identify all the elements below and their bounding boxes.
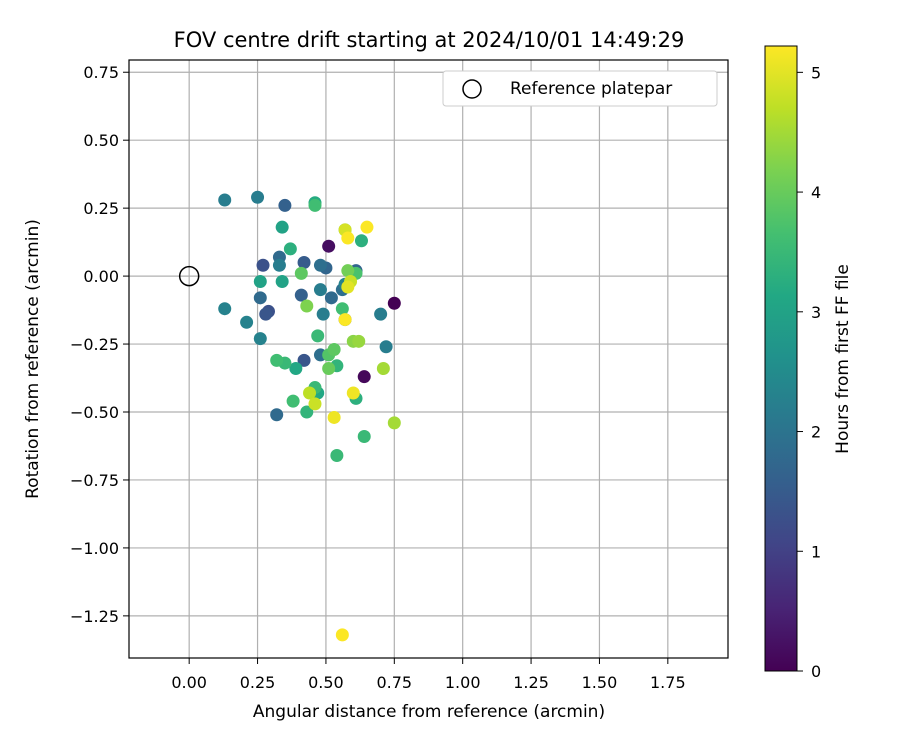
- data-point: [308, 397, 322, 411]
- data-point: [338, 313, 352, 327]
- x-tick-label: 0.75: [376, 673, 412, 692]
- colorbar-label: Hours from first FF file: [833, 264, 853, 454]
- y-tick-label: −0.25: [70, 335, 119, 354]
- data-point: [253, 332, 267, 346]
- data-point: [316, 307, 330, 321]
- data-point: [294, 266, 308, 280]
- x-tick-label: 1.25: [513, 673, 549, 692]
- x-tick-label: 1.50: [582, 673, 618, 692]
- data-point: [341, 264, 355, 278]
- reference-marker: [178, 265, 200, 287]
- data-point: [275, 275, 289, 289]
- data-point: [387, 296, 401, 310]
- data-point: [346, 386, 360, 400]
- x-tick-label: 0.00: [171, 673, 207, 692]
- y-tick-label: −0.75: [70, 471, 119, 490]
- data-point: [376, 362, 390, 376]
- x-tick-label: 0.50: [308, 673, 344, 692]
- data-point: [313, 258, 327, 272]
- colorbar-tick-label: 4: [811, 183, 821, 202]
- y-axis-ticks: 0.75 0.50 0.25 0.00 −0.25 −0.50 −0.75 −1.00 −1.2…: [70, 63, 129, 626]
- colorbar-tick-label: 3: [811, 303, 821, 322]
- colorbar-tick-label: 2: [811, 423, 821, 442]
- y-tick-label: −1.00: [70, 539, 119, 558]
- data-point: [256, 258, 270, 272]
- data-point: [270, 408, 284, 422]
- data-point: [297, 353, 311, 367]
- data-point: [322, 362, 336, 376]
- y-tick-label: 0.75: [83, 63, 119, 82]
- data-point: [335, 628, 349, 642]
- data-point: [324, 291, 338, 305]
- data-point: [341, 280, 355, 294]
- data-point: [300, 405, 314, 419]
- data-point: [379, 340, 393, 354]
- plot-frame: [129, 60, 728, 658]
- data-point: [330, 448, 344, 462]
- x-tick-label: 0.25: [240, 673, 276, 692]
- data-point: [253, 291, 267, 305]
- data-point: [270, 353, 284, 367]
- plot-border: [128, 59, 729, 659]
- plot-area: 0.00 0.25 0.50 0.75 1.00 1.25 1.50 1.75 0.75 0.5…: [70, 59, 729, 692]
- data-point: [218, 193, 232, 207]
- data-point: [313, 283, 327, 297]
- data-point: [259, 307, 273, 321]
- data-point: [297, 256, 311, 270]
- legend-box: [442, 70, 718, 107]
- y-tick-label: 0.25: [83, 199, 119, 218]
- colorbar: 0 1 2 3 4 5 Hours from first FF file: [764, 45, 853, 681]
- legend-label-reference: Reference platepar: [510, 79, 672, 99]
- grid: [129, 60, 728, 658]
- x-axis-ticks: 0.00 0.25 0.50 0.75 1.00 1.25 1.50 1.75: [171, 658, 686, 692]
- data-point: [303, 386, 317, 400]
- data-point: [218, 302, 232, 316]
- y-tick-label: 0.50: [83, 131, 119, 150]
- y-tick-label: 0.00: [83, 267, 119, 286]
- data-point: [308, 198, 322, 212]
- x-axis-label: Angular distance from reference (arcmin): [253, 702, 605, 722]
- colorbar-tick-label: 5: [811, 63, 821, 82]
- data-point: [240, 315, 254, 329]
- data-point: [278, 198, 292, 212]
- data-point: [272, 258, 286, 272]
- data-point: [341, 231, 355, 245]
- data-point: [327, 342, 341, 356]
- data-point: [275, 220, 289, 234]
- y-tick-label: −0.50: [70, 403, 119, 422]
- colorbar-gradient: [764, 45, 798, 672]
- data-point: [300, 299, 314, 313]
- data-point: [251, 190, 265, 204]
- data-point: [335, 302, 349, 316]
- data-point: [253, 275, 267, 289]
- data-point: [354, 234, 368, 248]
- x-tick-label: 1.00: [445, 673, 481, 692]
- legend-marker-reference: [462, 79, 482, 99]
- scatter-points: [178, 190, 401, 642]
- data-point: [360, 220, 374, 234]
- data-point: [357, 429, 371, 443]
- chart-title: FOV centre drift starting at 2024/10/01 …: [174, 28, 685, 52]
- data-point: [357, 370, 371, 384]
- data-point: [327, 410, 341, 424]
- colorbar-tick-label: 0: [811, 662, 821, 681]
- data-point: [311, 329, 325, 343]
- colorbar-ticks: 0 1 2 3 4 5: [797, 63, 821, 681]
- data-point: [387, 416, 401, 430]
- data-point: [294, 288, 308, 302]
- data-point: [289, 362, 303, 376]
- y-tick-label: −1.25: [70, 607, 119, 626]
- data-point: [374, 307, 388, 321]
- legend: Reference platepar: [442, 70, 718, 107]
- data-point: [283, 242, 297, 256]
- data-point: [322, 239, 336, 253]
- data-point: [286, 394, 300, 408]
- y-axis-label: Rotation from reference (arcmin): [23, 219, 43, 499]
- colorbar-tick-label: 1: [811, 542, 821, 561]
- data-point: [352, 334, 366, 348]
- x-tick-label: 1.75: [650, 673, 686, 692]
